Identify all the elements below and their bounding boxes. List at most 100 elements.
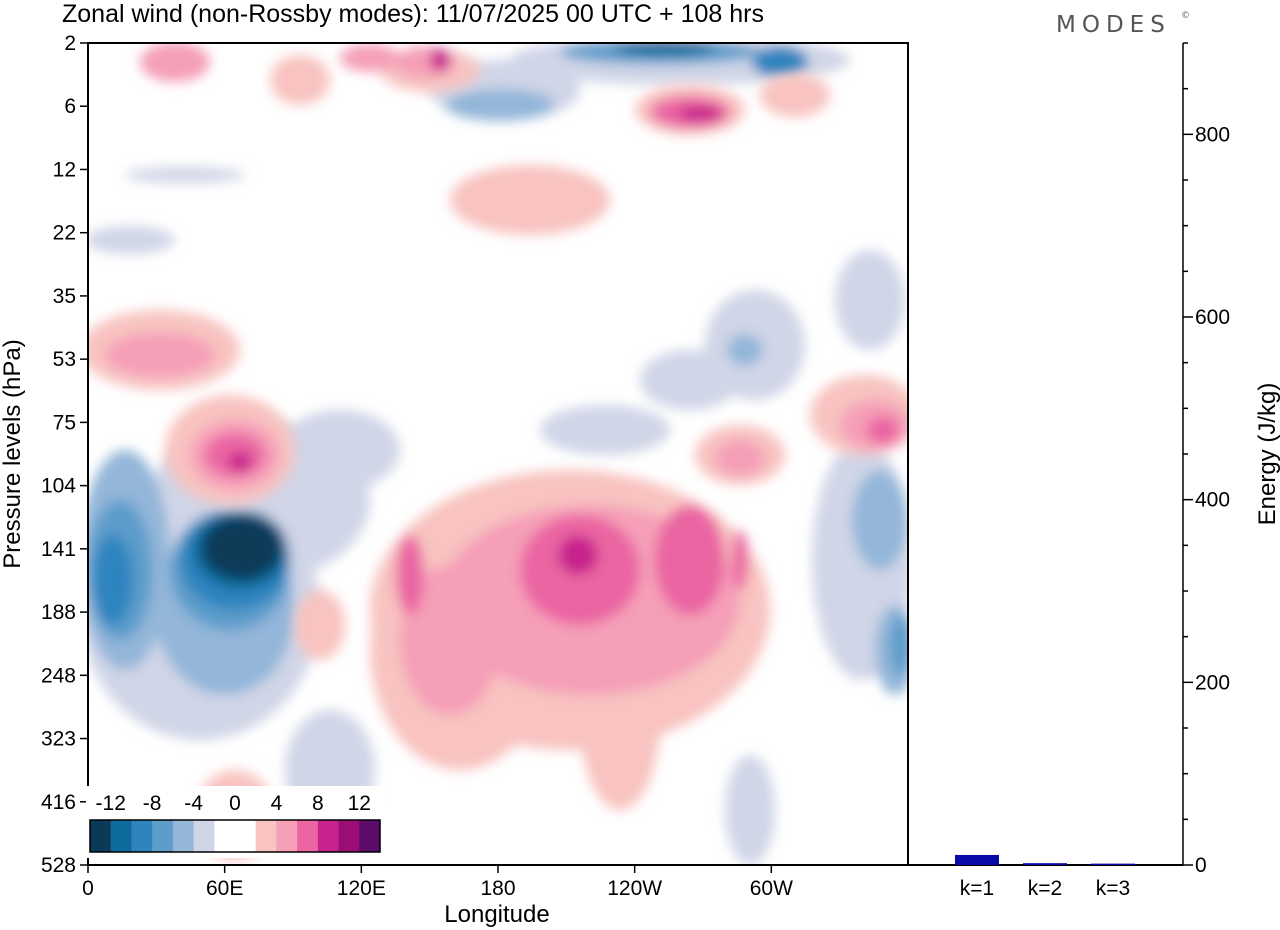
contour-blob <box>678 106 722 122</box>
colorbar-swatch <box>214 820 236 852</box>
y-tick-label: 104 <box>41 475 76 498</box>
y-tick-label: 141 <box>41 538 76 561</box>
contour-blob <box>752 46 808 78</box>
colorbar-swatch <box>297 820 319 852</box>
y-tick-label: 6 <box>64 95 76 118</box>
energy-bars: k=1 k=2 k=3 <box>955 854 1135 900</box>
contour-blob <box>835 250 905 350</box>
longitude-axis: 0 60E 120E 180 120W 60W <box>82 865 793 900</box>
x-tick-label: 60E <box>206 877 243 900</box>
energy-tick-label: 400 <box>1195 489 1230 512</box>
contour-blob <box>715 440 765 476</box>
contour-blob <box>558 535 598 575</box>
contour-blob <box>93 535 133 625</box>
contour-layer-red <box>88 43 908 860</box>
contour-blob <box>280 410 400 490</box>
y-tick-label: 12 <box>53 158 76 181</box>
contour-blob <box>270 55 330 105</box>
contour-blob <box>540 405 670 455</box>
energy-tick-label: 0 <box>1195 854 1207 877</box>
x-tick-label: 180 <box>480 877 515 900</box>
colorbar-frame <box>89 819 381 853</box>
y-tick-label: 53 <box>53 348 76 371</box>
x-tick-label: 60W <box>750 877 793 900</box>
contour-blob <box>732 530 748 590</box>
colorbar-swatch <box>338 820 360 852</box>
contour-blob <box>396 535 424 615</box>
energy-tick-label: 200 <box>1195 671 1230 694</box>
colorbar-swatch <box>131 820 153 852</box>
energy-bar-k3 <box>1091 863 1135 865</box>
colorbar-swatch <box>110 820 132 852</box>
y-axis-label: Pressure levels (hPa) <box>0 339 26 568</box>
colorbar-label: 0 <box>229 792 241 815</box>
colorbar-swatch <box>90 820 112 852</box>
contour-blob <box>760 73 830 117</box>
contour-blob <box>340 44 400 72</box>
chart-title: Zonal wind (non-Rossby modes): 11/07/202… <box>62 0 764 28</box>
wind-contours <box>88 43 908 865</box>
colorbar-label: -12 <box>96 792 126 815</box>
y-tick-label: 188 <box>41 601 76 624</box>
y-tick-label: 22 <box>53 222 76 245</box>
x-tick-label: 120E <box>337 877 386 900</box>
energy-category-label: k=1 <box>960 877 994 900</box>
energy-bar-k1 <box>955 854 999 865</box>
contour-blob <box>295 590 345 660</box>
contour-blob <box>725 755 775 865</box>
contour-blob <box>125 167 245 183</box>
contour-blob <box>890 615 908 675</box>
x-axis-label: Longitude <box>444 901 549 928</box>
x-tick-label: 0 <box>82 877 94 900</box>
contour-blob <box>445 89 555 121</box>
contour-blob <box>640 350 740 410</box>
contour-blob <box>400 565 500 715</box>
energy-panel: 0 200 400 600 800 k=1 k=2 k=3 Energy (J/kg) <box>908 42 1280 900</box>
energy-tick-label: 600 <box>1195 306 1230 329</box>
y-tick-label: 2 <box>64 32 76 55</box>
contour-blob <box>202 516 282 580</box>
energy-bar-k2 <box>1023 863 1067 865</box>
contour-blob <box>727 334 763 366</box>
contour-blob <box>105 333 215 377</box>
colorbar-swatch <box>276 820 298 852</box>
contour-blob <box>655 505 725 615</box>
colorbar-swatch <box>255 820 277 852</box>
y-tick-label: 528 <box>41 854 76 877</box>
y-tick-label: 416 <box>41 791 76 814</box>
contour-blob <box>430 48 450 72</box>
colorbar-swatch <box>193 820 215 852</box>
colorbar-swatch <box>172 820 194 852</box>
energy-axis: 0 200 400 600 800 <box>1183 42 1230 877</box>
energy-tick-label: 800 <box>1195 123 1230 146</box>
colorbar: -12 -8 -4 0 4 8 12 <box>86 786 384 858</box>
colorbar-swatch <box>317 820 339 852</box>
y-tick-label: 35 <box>53 285 76 308</box>
contour-blob <box>450 165 610 235</box>
y-tick-label: 248 <box>41 664 76 687</box>
contour-blob <box>852 470 908 570</box>
energy-axis-label: Energy (J/kg) <box>1254 383 1280 526</box>
colorbar-label: -8 <box>143 792 162 815</box>
modes-logo: MODES © <box>1056 11 1190 38</box>
colorbar-label: 12 <box>348 792 371 815</box>
energy-category-label: k=2 <box>1028 877 1062 900</box>
x-tick-label: 120W <box>607 877 662 900</box>
contour-blob <box>615 43 715 56</box>
energy-category-label: k=3 <box>1096 877 1130 900</box>
pressure-axis: 2 6 12 22 35 53 75 104 141 188 248 323 416 528 <box>41 32 88 877</box>
contour-blob <box>867 416 899 444</box>
colorbar-swatch <box>235 820 257 852</box>
y-tick-label: 323 <box>41 728 76 751</box>
y-tick-label: 75 <box>53 411 76 434</box>
heatmap-panel: 2 6 12 22 35 53 75 104 141 188 248 323 416 528 0 60E 12… <box>0 32 909 928</box>
colorbar-swatch <box>359 820 381 852</box>
contour-blob <box>88 226 175 254</box>
colorbar-label: 8 <box>312 792 324 815</box>
colorbar-label: 4 <box>271 792 283 815</box>
contour-blob <box>228 452 252 472</box>
logo-mark: © <box>1181 11 1190 21</box>
logo-text: MODES <box>1056 12 1171 38</box>
contour-blob <box>140 43 210 82</box>
